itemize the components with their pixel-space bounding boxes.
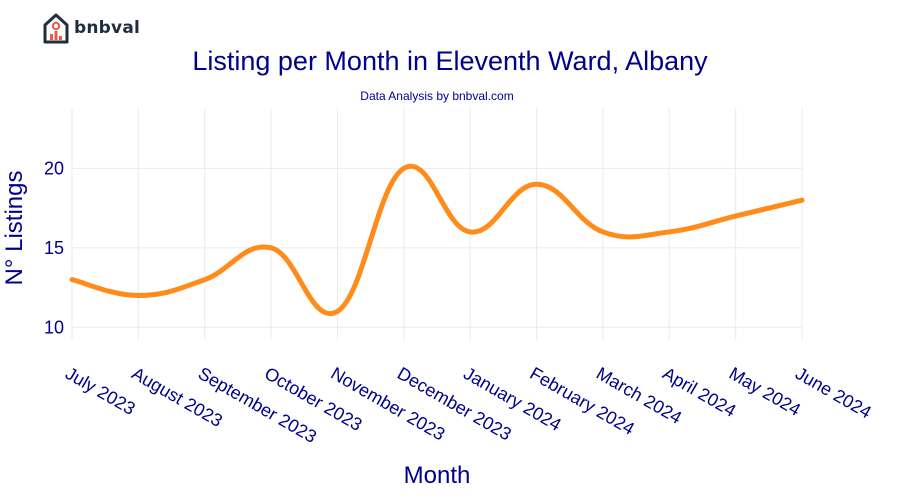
data-point <box>335 309 339 313</box>
series-line <box>69 163 805 317</box>
x-tick-label: September 2023 <box>195 363 320 447</box>
data-point <box>468 230 472 234</box>
chart-title: Listing per Month in Eleventh Ward, Alba… <box>192 46 708 76</box>
data-point <box>800 198 804 202</box>
line-layer <box>69 163 805 317</box>
house-chart-icon <box>43 13 69 44</box>
x-tick-label: June 2024 <box>792 363 875 422</box>
data-point <box>667 230 671 234</box>
y-tick-label: 15 <box>44 238 64 258</box>
y-axis-label: N° Listings <box>1 171 28 286</box>
data-point <box>601 230 605 234</box>
y-tick-labels: 10 15 20 <box>44 158 64 337</box>
data-point <box>535 182 539 186</box>
x-tick-label: July 2023 <box>62 363 139 419</box>
x-tick-label: November 2023 <box>327 363 448 444</box>
x-tick-label: May 2024 <box>726 363 804 420</box>
x-tick-label: December 2023 <box>394 363 515 444</box>
x-axis-label: Month <box>404 462 471 489</box>
data-point <box>269 246 273 250</box>
data-point <box>734 214 738 218</box>
chart-subtitle: Data Analysis by bnbval.com <box>360 89 513 103</box>
data-point <box>203 278 207 282</box>
brand-name: bnbval <box>74 18 141 38</box>
data-point <box>136 294 140 298</box>
data-point <box>70 278 74 282</box>
y-tick-label: 10 <box>44 317 64 337</box>
brand-logo: bnbval <box>42 12 140 44</box>
y-tick-label: 20 <box>44 158 64 178</box>
data-point <box>402 166 406 170</box>
grid-layer <box>71 108 803 340</box>
